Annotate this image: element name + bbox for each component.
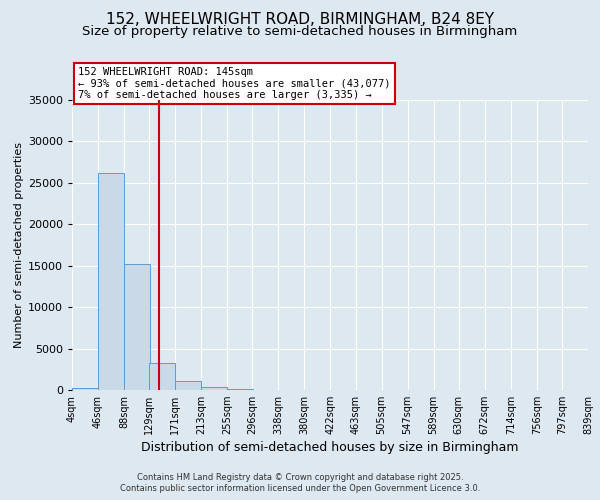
- Bar: [124, 264, 150, 390]
- Text: Size of property relative to semi-detached houses in Birmingham: Size of property relative to semi-detach…: [82, 25, 518, 38]
- Text: 152, WHEELWRIGHT ROAD, BIRMINGHAM, B24 8EY: 152, WHEELWRIGHT ROAD, BIRMINGHAM, B24 8…: [106, 12, 494, 28]
- Bar: [72, 388, 98, 390]
- Bar: [201, 386, 227, 390]
- Text: 152 WHEELWRIGHT ROAD: 145sqm
← 93% of semi-detached houses are smaller (43,077)
: 152 WHEELWRIGHT ROAD: 145sqm ← 93% of se…: [78, 67, 391, 100]
- Y-axis label: Number of semi-detached properties: Number of semi-detached properties: [14, 142, 23, 348]
- Text: Contains public sector information licensed under the Open Government Licence 3.: Contains public sector information licen…: [120, 484, 480, 493]
- Bar: [149, 362, 175, 390]
- X-axis label: Distribution of semi-detached houses by size in Birmingham: Distribution of semi-detached houses by …: [141, 442, 519, 454]
- Bar: [175, 381, 201, 390]
- Bar: [227, 388, 253, 390]
- Bar: [98, 173, 124, 390]
- Text: Contains HM Land Registry data © Crown copyright and database right 2025.: Contains HM Land Registry data © Crown c…: [137, 473, 463, 482]
